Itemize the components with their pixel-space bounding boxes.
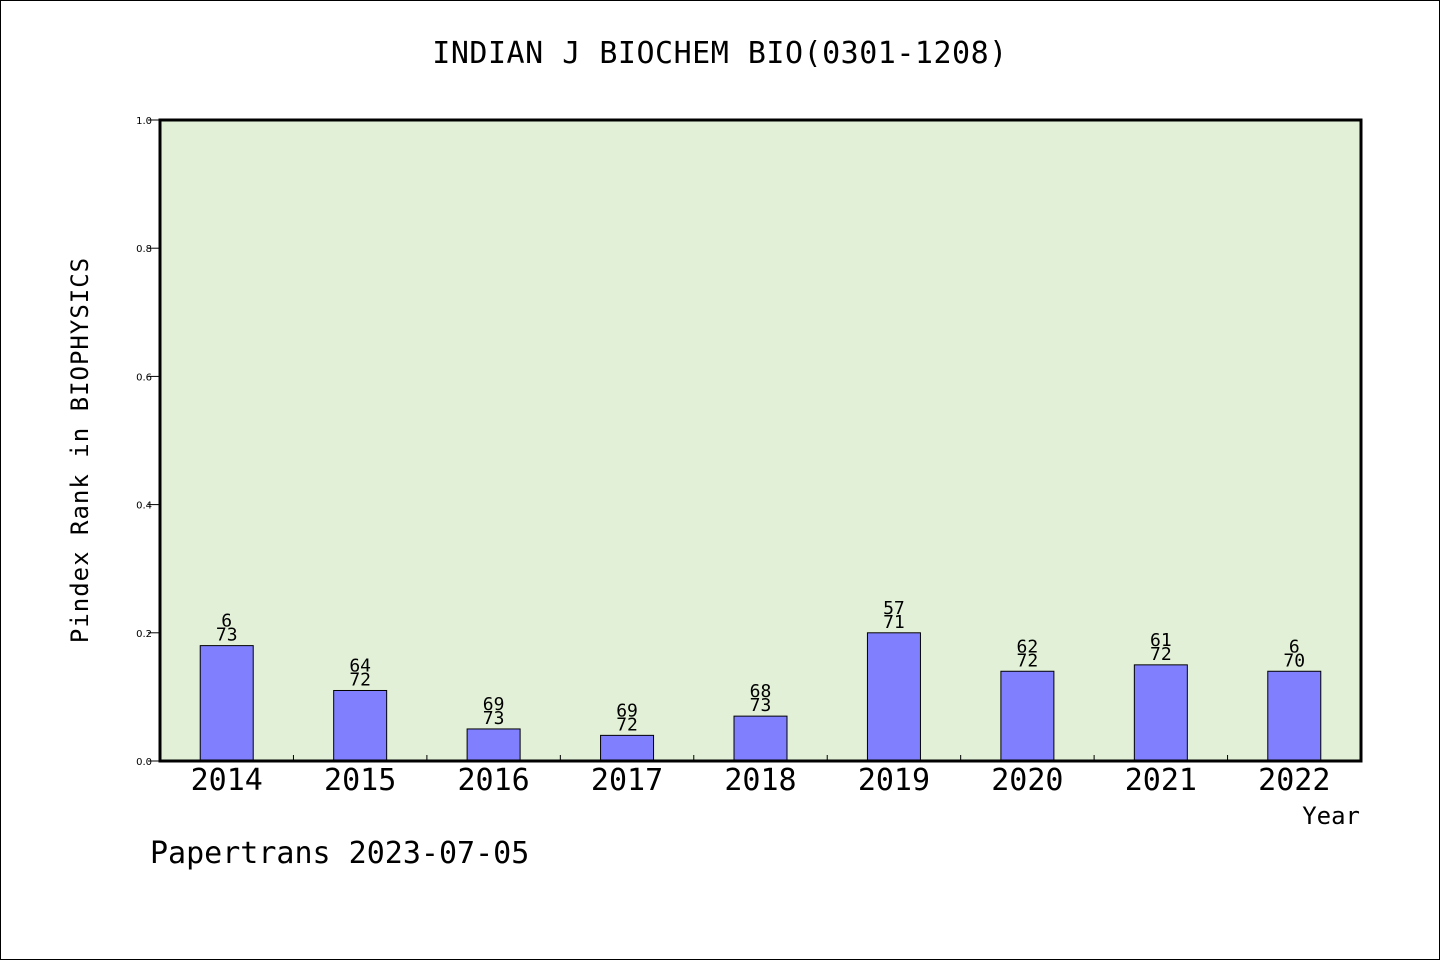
y-axis-label: Pindex Rank in BIOPHYSICS (66, 256, 94, 644)
y-tick-label: 0.8 (136, 244, 152, 255)
bar (1000, 670, 1055, 762)
bar (866, 632, 921, 762)
y-tick-label: 0.0 (136, 757, 152, 768)
bar-total-label: 71 (883, 612, 905, 633)
x-tick-label: 2019 (858, 763, 930, 798)
plot-area (160, 120, 1361, 761)
bar-total-label: 70 (1283, 650, 1305, 671)
y-tick-label: 0.6 (136, 372, 152, 383)
bar-total-label: 72 (1017, 650, 1039, 671)
bar (199, 645, 254, 762)
bar-rank-label: 62 (1017, 636, 1039, 657)
bar-rank-label: 69 (616, 700, 638, 721)
bar-rank-label: 61 (1150, 630, 1172, 651)
bar-total-label: 72 (349, 669, 371, 690)
bar (1133, 664, 1188, 762)
bar-rank-label: 64 (349, 655, 371, 676)
y-tick-label: 0.4 (136, 501, 152, 512)
footer-credit: Papertrans 2023-07-05 (150, 836, 530, 871)
x-tick-label: 2014 (191, 763, 263, 798)
x-tick-label: 2022 (1258, 763, 1330, 798)
bar-rank-label: 68 (750, 681, 772, 702)
y-tick-label: 1.0 (136, 116, 152, 127)
bar-rank-label: 57 (883, 598, 905, 619)
x-tick-label: 2021 (1125, 763, 1197, 798)
bar-total-label: 73 (483, 708, 505, 729)
bar-total-label: 73 (216, 625, 238, 646)
x-tick-label: 2017 (591, 763, 663, 798)
bar (1267, 670, 1322, 762)
x-tick-label: 2018 (724, 763, 796, 798)
x-tick-label: 2015 (324, 763, 396, 798)
bar-rank-label: 69 (483, 694, 505, 715)
x-tick-label: 2016 (457, 763, 529, 798)
bar-total-label: 72 (1150, 644, 1172, 665)
bar-total-label: 72 (616, 714, 638, 735)
bar (466, 728, 521, 762)
bar (600, 734, 655, 762)
chart-title: INDIAN J BIOCHEM BIO(0301-1208) (432, 36, 1008, 71)
bar (733, 715, 788, 762)
bar (333, 689, 388, 762)
y-tick-label: 0.2 (136, 629, 152, 640)
bar-rank-label: 6 (221, 611, 232, 632)
x-axis-label: Year (1302, 802, 1360, 830)
bar-rank-label: 6 (1289, 636, 1300, 657)
plot-border (158, 118, 1363, 763)
bar-total-label: 73 (750, 695, 772, 716)
x-tick-label: 2020 (991, 763, 1063, 798)
